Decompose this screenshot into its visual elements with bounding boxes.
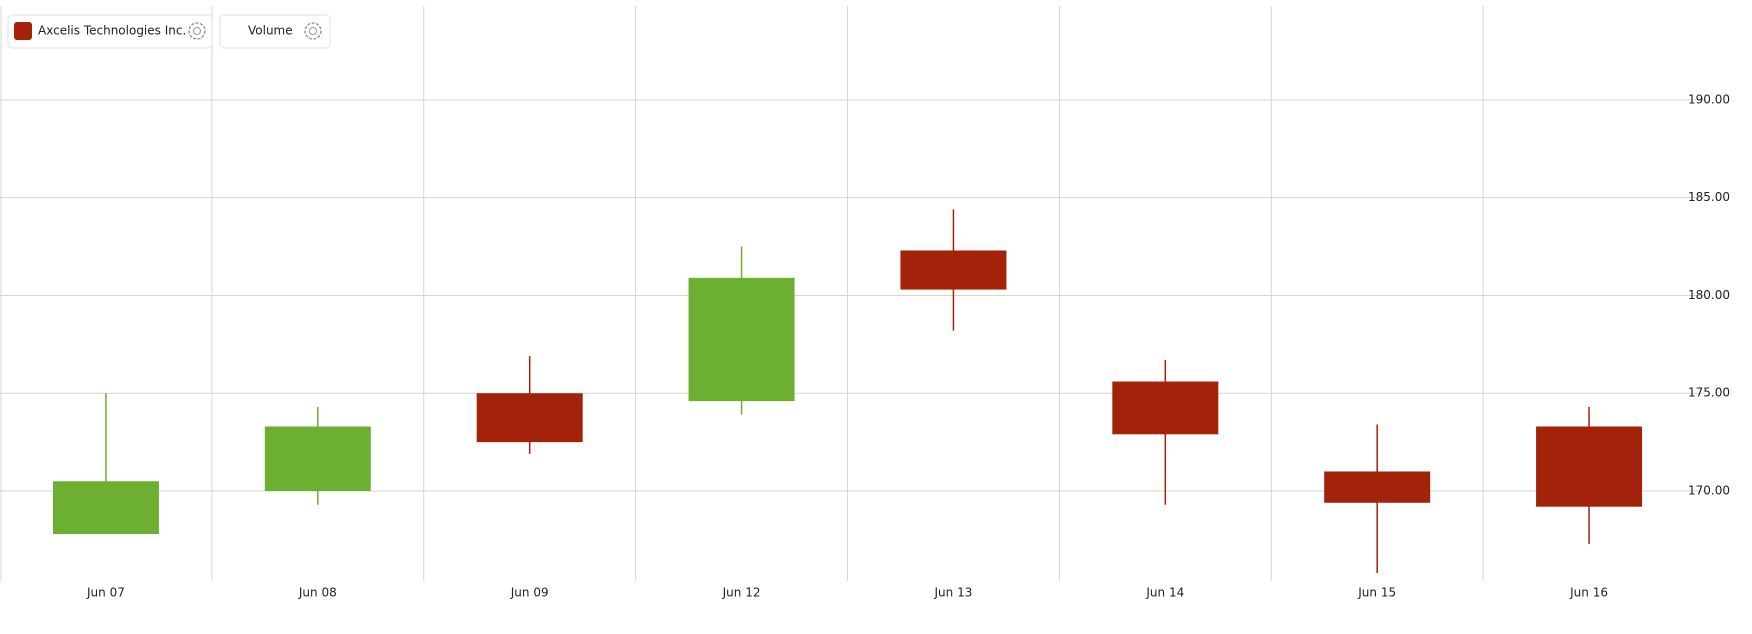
candle-body — [1324, 471, 1431, 503]
candle-body — [688, 277, 795, 402]
candle-body — [476, 393, 583, 443]
candle-body — [52, 481, 159, 535]
candle-body — [1112, 381, 1219, 435]
x-tick-label: Jun 12 — [722, 586, 761, 600]
legend-swatch — [14, 22, 32, 40]
settings-icon[interactable] — [188, 22, 206, 40]
legend-box[interactable] — [7, 14, 213, 49]
candle-body — [264, 426, 371, 492]
x-tick-label: Jun 16 — [1569, 586, 1608, 600]
y-tick-label: 175.00 — [1688, 386, 1730, 400]
y-tick-label: 170.00 — [1688, 484, 1730, 498]
y-tick-label: 180.00 — [1688, 288, 1730, 302]
x-tick-label: Jun 08 — [298, 586, 337, 600]
settings-icon-center — [193, 27, 201, 35]
x-tick-label: Jun 15 — [1357, 586, 1396, 600]
y-tick-label: 190.00 — [1688, 92, 1730, 106]
x-tick-label: Jun 13 — [934, 586, 973, 600]
candle-body — [900, 250, 1007, 290]
legend: Axcelis Technologies Inc. Volume — [7, 14, 331, 49]
plot: 170.00 175.00 180.00 185.00 190.00 Jun 07 Jun … — [0, 6, 1730, 600]
settings-icon[interactable] — [304, 22, 322, 40]
candle-body — [1536, 426, 1643, 507]
legend-label: Axcelis Technologies Inc. — [38, 24, 186, 38]
y-tick-label: 185.00 — [1688, 190, 1730, 204]
settings-icon-center — [309, 27, 317, 35]
x-tick-label: Jun 09 — [510, 586, 549, 600]
x-tick-label: Jun 07 — [86, 586, 125, 600]
legend-box[interactable] — [219, 14, 331, 49]
legend-label: Volume — [248, 24, 293, 38]
x-tick-label: Jun 14 — [1145, 586, 1184, 600]
